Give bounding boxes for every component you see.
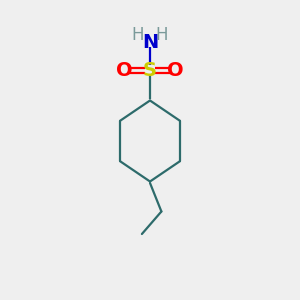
Text: H: H [132, 26, 144, 44]
Text: N: N [142, 32, 158, 52]
Text: O: O [116, 61, 133, 80]
Text: H: H [156, 26, 168, 44]
Text: O: O [167, 61, 184, 80]
Text: S: S [143, 61, 157, 80]
